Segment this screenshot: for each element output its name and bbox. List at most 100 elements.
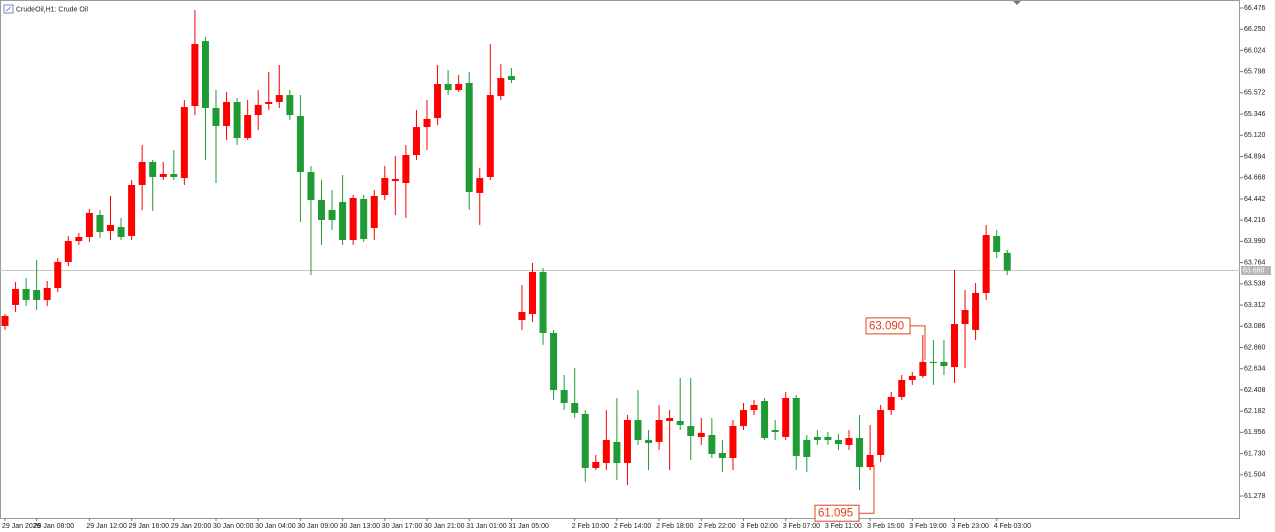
candle-body [212,107,220,127]
candle-body [96,215,104,233]
x-tick-label: 3 Feb 19:00 [909,523,946,530]
y-tick-label: 65.120 [1244,132,1266,139]
y-tick-label: 65.572 [1244,90,1266,97]
candle-body [402,155,410,183]
candle-body [117,227,125,237]
candle-body [645,439,653,443]
y-tick-label: 61.730 [1244,450,1266,457]
x-tick-label: 29 Jan 2026 [2,523,41,530]
x-tick-label: 30 Jan 17:00 [382,523,423,530]
candle-body [634,419,642,440]
candle-body [286,95,294,116]
candle-body [929,361,937,363]
candle-body [12,288,20,305]
annotation-label: 63.090 [869,320,904,332]
candle-body [824,436,832,440]
x-tick-label: 3 Feb 11:00 [825,523,862,530]
x-tick-label: 29 Jan 12:00 [86,523,127,530]
candle-body [792,398,800,456]
candle-body [803,439,811,457]
y-tick-label: 61.278 [1244,493,1266,500]
candle-body [54,261,62,288]
candle-body [951,324,958,368]
y-tick-label: 63.990 [1244,238,1266,245]
candle-body [761,401,769,439]
candle-body [412,127,420,156]
candle-body [940,361,948,366]
candle-body [982,235,990,293]
x-tick-label: 30 Jan 09:00 [297,523,338,530]
candle-body [349,198,357,240]
candle-body [613,441,621,463]
x-tick-label: 3 Feb 02:00 [741,523,778,530]
candle-body [476,178,484,193]
candle-body [750,404,758,411]
candle-body [22,288,30,300]
y-tick-label: 66.250 [1244,26,1266,33]
x-tick-label: 3 Feb 23:00 [952,523,989,530]
x-tick-label: 3 Feb 15:00 [867,523,904,530]
x-tick-label: 2 Feb 14:00 [614,523,651,530]
x-tick-label: 30 Jan 21:00 [424,523,465,530]
y-tick-label: 66.476 [1244,5,1266,12]
candle-body [328,210,336,220]
x-tick-label: 29 Jan 08:00 [34,523,75,530]
y-tick-label: 62.408 [1244,387,1266,394]
candle-body [845,438,853,445]
candle-body [149,161,157,177]
candle-body [782,398,790,437]
candle-body [697,432,705,437]
symbol-icon [3,4,14,14]
candle-body [529,272,536,314]
candle-body [170,173,178,177]
y-tick-label: 63.312 [1244,302,1266,309]
candle-body [571,402,579,413]
candle-body [856,438,864,468]
current-price-box [1241,266,1271,276]
annotation-box [814,504,860,522]
candle-body [602,439,610,463]
candle-body [507,75,515,80]
candle-body [455,84,463,91]
candle-body [993,235,1001,253]
candle-body [497,78,505,96]
candle-body [771,430,779,432]
chart-title: CrudeOil,H1: Crude Oil [16,6,88,13]
candle-body [64,241,72,262]
candle-body [128,184,136,236]
x-tick-label: 30 Jan 00:00 [213,523,254,530]
candle-body [85,212,93,237]
candle-body [740,410,747,426]
candle-body [444,84,452,91]
candle-body [877,410,885,455]
y-tick-label: 64.216 [1244,217,1266,224]
candle-body [887,396,895,411]
x-tick-label: 30 Jan 04:00 [255,523,296,530]
candle-body [360,198,368,239]
candle-body [813,436,821,440]
y-tick-label: 63.538 [1244,281,1266,288]
candle-body [201,41,209,108]
candle-body [1003,252,1011,271]
candle-body [423,118,431,128]
annotation-connector [859,465,875,514]
y-tick-label: 62.634 [1244,366,1266,373]
y-tick-label: 63.086 [1244,323,1266,330]
candle-body [961,310,969,325]
candle-body [381,178,389,196]
candle-body [318,199,325,220]
y-tick-label: 65.798 [1244,68,1266,75]
candle-body [729,425,737,459]
candle-body [370,195,378,228]
annotation-box [865,317,911,335]
candle-body [708,434,716,454]
candle-body [191,44,199,107]
candle-body [560,390,568,403]
y-tick-label: 65.346 [1244,111,1266,118]
candle-body [676,421,684,425]
candle-body [434,84,442,119]
candle-body [581,413,589,468]
y-tick-label: 61.504 [1244,472,1266,479]
candle-body [1,315,9,326]
